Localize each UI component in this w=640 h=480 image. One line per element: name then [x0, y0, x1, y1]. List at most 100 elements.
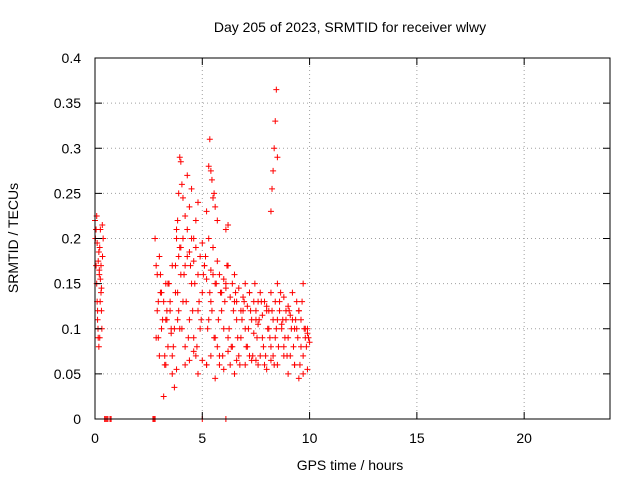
data-point	[195, 199, 201, 206]
x-tick-label: 15	[409, 430, 425, 446]
data-point	[210, 194, 217, 201]
data-point	[192, 352, 199, 359]
data-point	[245, 325, 252, 332]
data-point	[255, 321, 262, 328]
data-point	[300, 280, 307, 287]
data-point	[169, 370, 176, 377]
data-point	[236, 361, 243, 368]
data-point	[161, 352, 168, 359]
data-point	[195, 271, 201, 278]
data-point	[95, 258, 102, 265]
data-point	[182, 262, 189, 269]
data-point	[214, 217, 221, 224]
data-point	[216, 271, 223, 278]
data-point	[183, 298, 190, 305]
data-point	[267, 289, 274, 296]
data-point	[174, 217, 181, 224]
data-point	[270, 167, 277, 174]
data-point	[193, 343, 200, 350]
data-point	[158, 325, 165, 332]
data-point	[220, 325, 227, 332]
data-point	[192, 244, 199, 251]
data-point	[169, 262, 176, 269]
data-point	[96, 334, 103, 341]
data-point	[220, 366, 227, 373]
data-point	[175, 307, 182, 314]
data-point	[280, 352, 287, 359]
data-point	[190, 348, 197, 355]
y-tick-label: 0.15	[54, 276, 81, 292]
data-point	[271, 145, 278, 152]
data-point	[225, 348, 232, 355]
data-point	[259, 334, 266, 341]
x-tick-label: 10	[302, 430, 318, 446]
data-point	[205, 235, 212, 242]
data-point	[272, 118, 279, 125]
data-point	[259, 312, 266, 319]
data-point	[189, 307, 196, 314]
data-point	[300, 370, 307, 377]
data-point	[156, 352, 163, 359]
data-point	[207, 167, 214, 174]
data-point	[292, 316, 299, 323]
data-point	[99, 221, 106, 228]
data-point	[171, 325, 178, 332]
data-point	[178, 181, 185, 188]
data-point	[251, 280, 258, 287]
data-point	[234, 334, 241, 341]
data-point	[242, 280, 249, 287]
data-point	[254, 334, 261, 341]
data-point	[164, 280, 171, 287]
data-point	[176, 154, 183, 161]
data-point	[300, 352, 307, 359]
data-point	[233, 357, 240, 364]
data-point	[290, 343, 297, 350]
data-point	[261, 298, 268, 305]
data-point	[99, 253, 106, 260]
data-point	[174, 316, 181, 323]
data-point	[187, 262, 194, 269]
data-point	[248, 316, 255, 323]
data-point	[244, 303, 251, 310]
data-point	[264, 325, 271, 332]
data-point	[240, 294, 247, 301]
data-point	[207, 298, 214, 305]
data-point	[185, 334, 192, 341]
data-point	[207, 352, 214, 359]
x-tick-label: 0	[91, 430, 99, 446]
data-point	[154, 307, 161, 314]
data-point	[267, 343, 274, 350]
data-point	[210, 271, 217, 278]
data-point	[298, 316, 304, 323]
data-point	[298, 343, 304, 350]
data-point	[197, 325, 204, 332]
y-tick-label: 0.3	[62, 140, 82, 156]
data-point	[96, 244, 103, 251]
data-point	[255, 361, 262, 368]
data-point	[181, 271, 188, 278]
data-point	[252, 357, 259, 364]
data-point	[205, 163, 212, 170]
data-point	[246, 289, 253, 296]
y-tick-label: 0	[73, 411, 81, 427]
data-point	[175, 190, 182, 197]
data-point	[195, 307, 201, 314]
data-point	[274, 280, 281, 287]
data-point	[211, 334, 218, 341]
data-point	[281, 334, 288, 341]
data-point	[286, 307, 293, 314]
data-point	[263, 366, 270, 373]
x-tick-label: 20	[516, 430, 532, 446]
data-point	[179, 235, 186, 242]
data-point	[93, 226, 100, 233]
data-point	[274, 154, 281, 161]
data-point	[238, 316, 245, 323]
data-point	[232, 289, 239, 296]
data-point	[226, 325, 233, 332]
data-point	[202, 253, 209, 260]
data-point	[186, 316, 193, 323]
data-point	[282, 316, 289, 323]
data-point	[164, 343, 171, 350]
data-point	[212, 375, 219, 382]
